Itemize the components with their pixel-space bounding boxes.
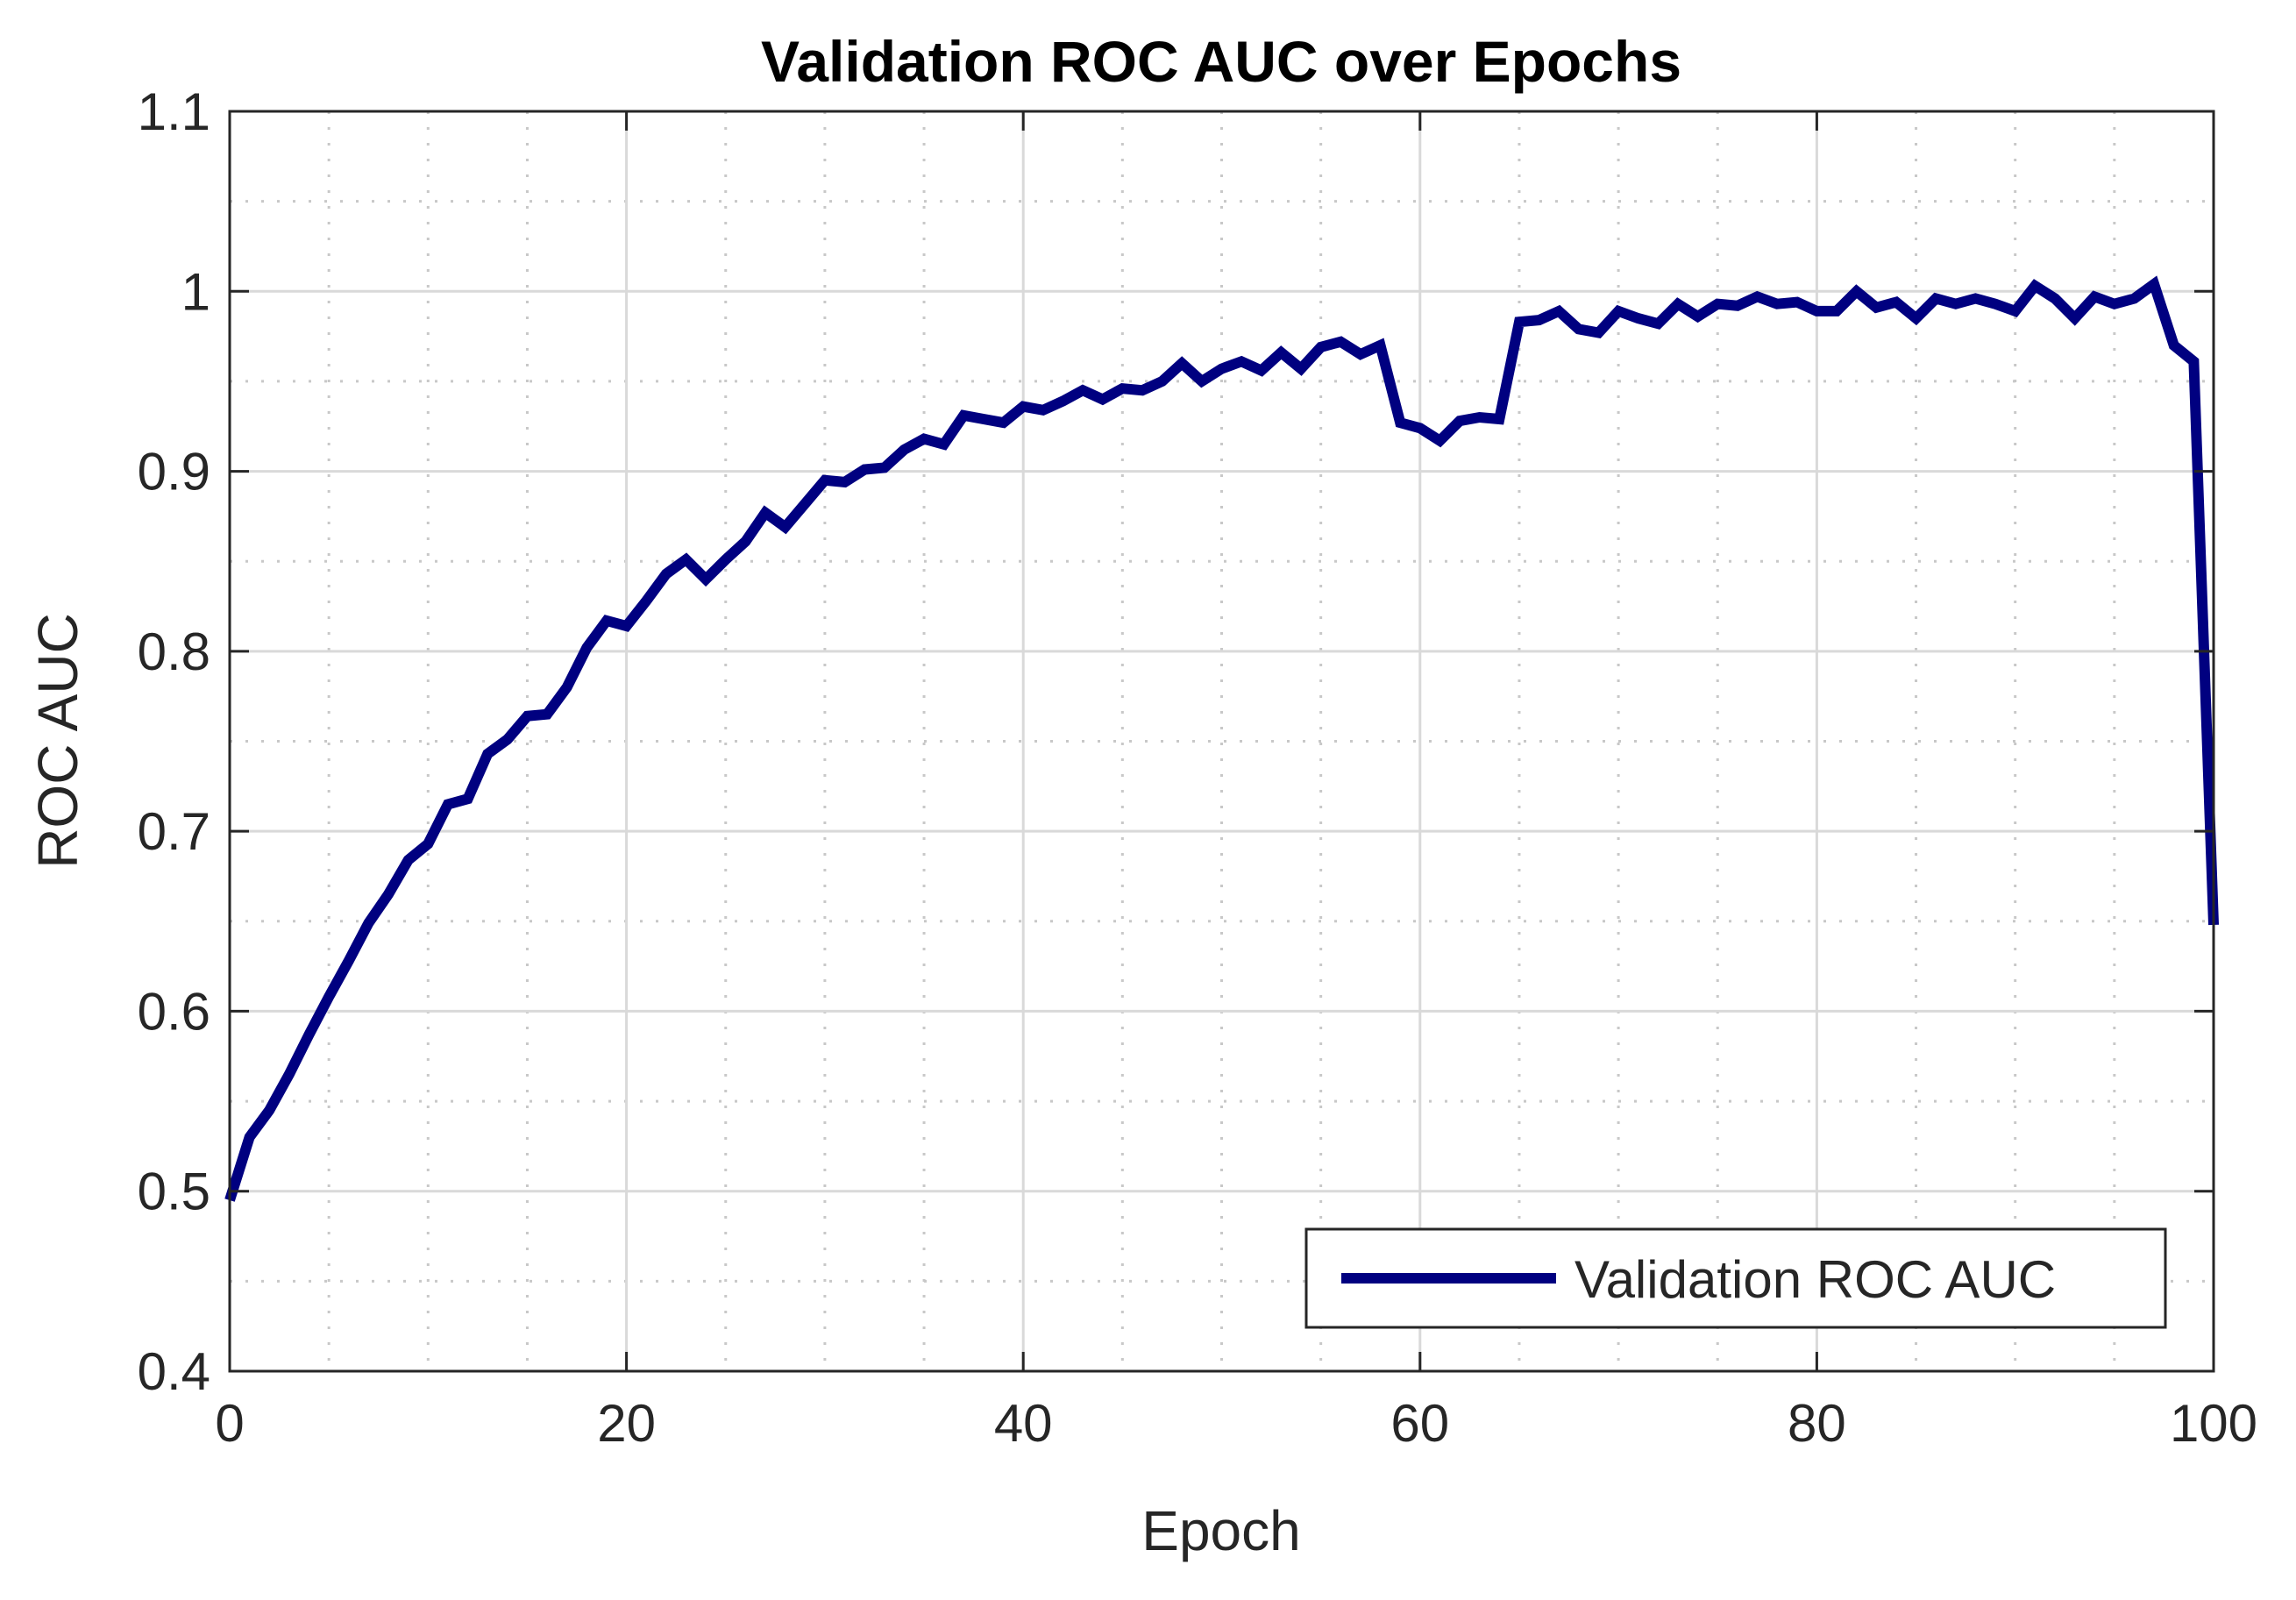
plot-background [230, 111, 2214, 1371]
legend: Validation ROC AUC [1304, 1227, 2167, 1329]
legend-label-validation-roc-auc: Validation ROC AUC [1575, 1250, 2056, 1309]
x-tick-label: 40 [994, 1394, 1053, 1453]
chart-title: Validation ROC AUC over Epochs [761, 29, 1681, 94]
y-tick-label: 0.8 [138, 622, 210, 681]
x-tick-label: 60 [1390, 1394, 1449, 1453]
x-tick-label: 100 [2170, 1394, 2257, 1453]
y-tick-label: 0.9 [138, 443, 210, 501]
x-tick-label: 80 [1788, 1394, 1846, 1453]
x-tick-labels: 0 20 40 60 80 100 [215, 1394, 2257, 1453]
y-tick-label: 0.6 [138, 982, 210, 1041]
series-layer [224, 275, 2219, 1202]
plot-frame [228, 110, 2215, 1373]
tick-marks [228, 110, 2215, 1373]
y-tick-label: 0.4 [138, 1342, 210, 1401]
series-line-validation-roc-auc [224, 275, 2219, 1202]
y-axis-label: ROC AUC [26, 613, 89, 869]
x-axis-label: Epoch [1141, 1499, 1300, 1562]
y-tick-label: 0.5 [138, 1163, 210, 1221]
x-tick-label: 20 [597, 1394, 656, 1453]
y-tick-labels: 0.4 0.5 0.6 0.7 0.8 0.9 1 1.1 [138, 82, 210, 1401]
major-grid [230, 111, 2214, 1371]
y-tick-label: 1 [181, 262, 210, 321]
x-tick-label: 0 [215, 1394, 244, 1453]
y-tick-label: 0.7 [138, 802, 210, 861]
y-tick-label: 1.1 [138, 82, 210, 141]
